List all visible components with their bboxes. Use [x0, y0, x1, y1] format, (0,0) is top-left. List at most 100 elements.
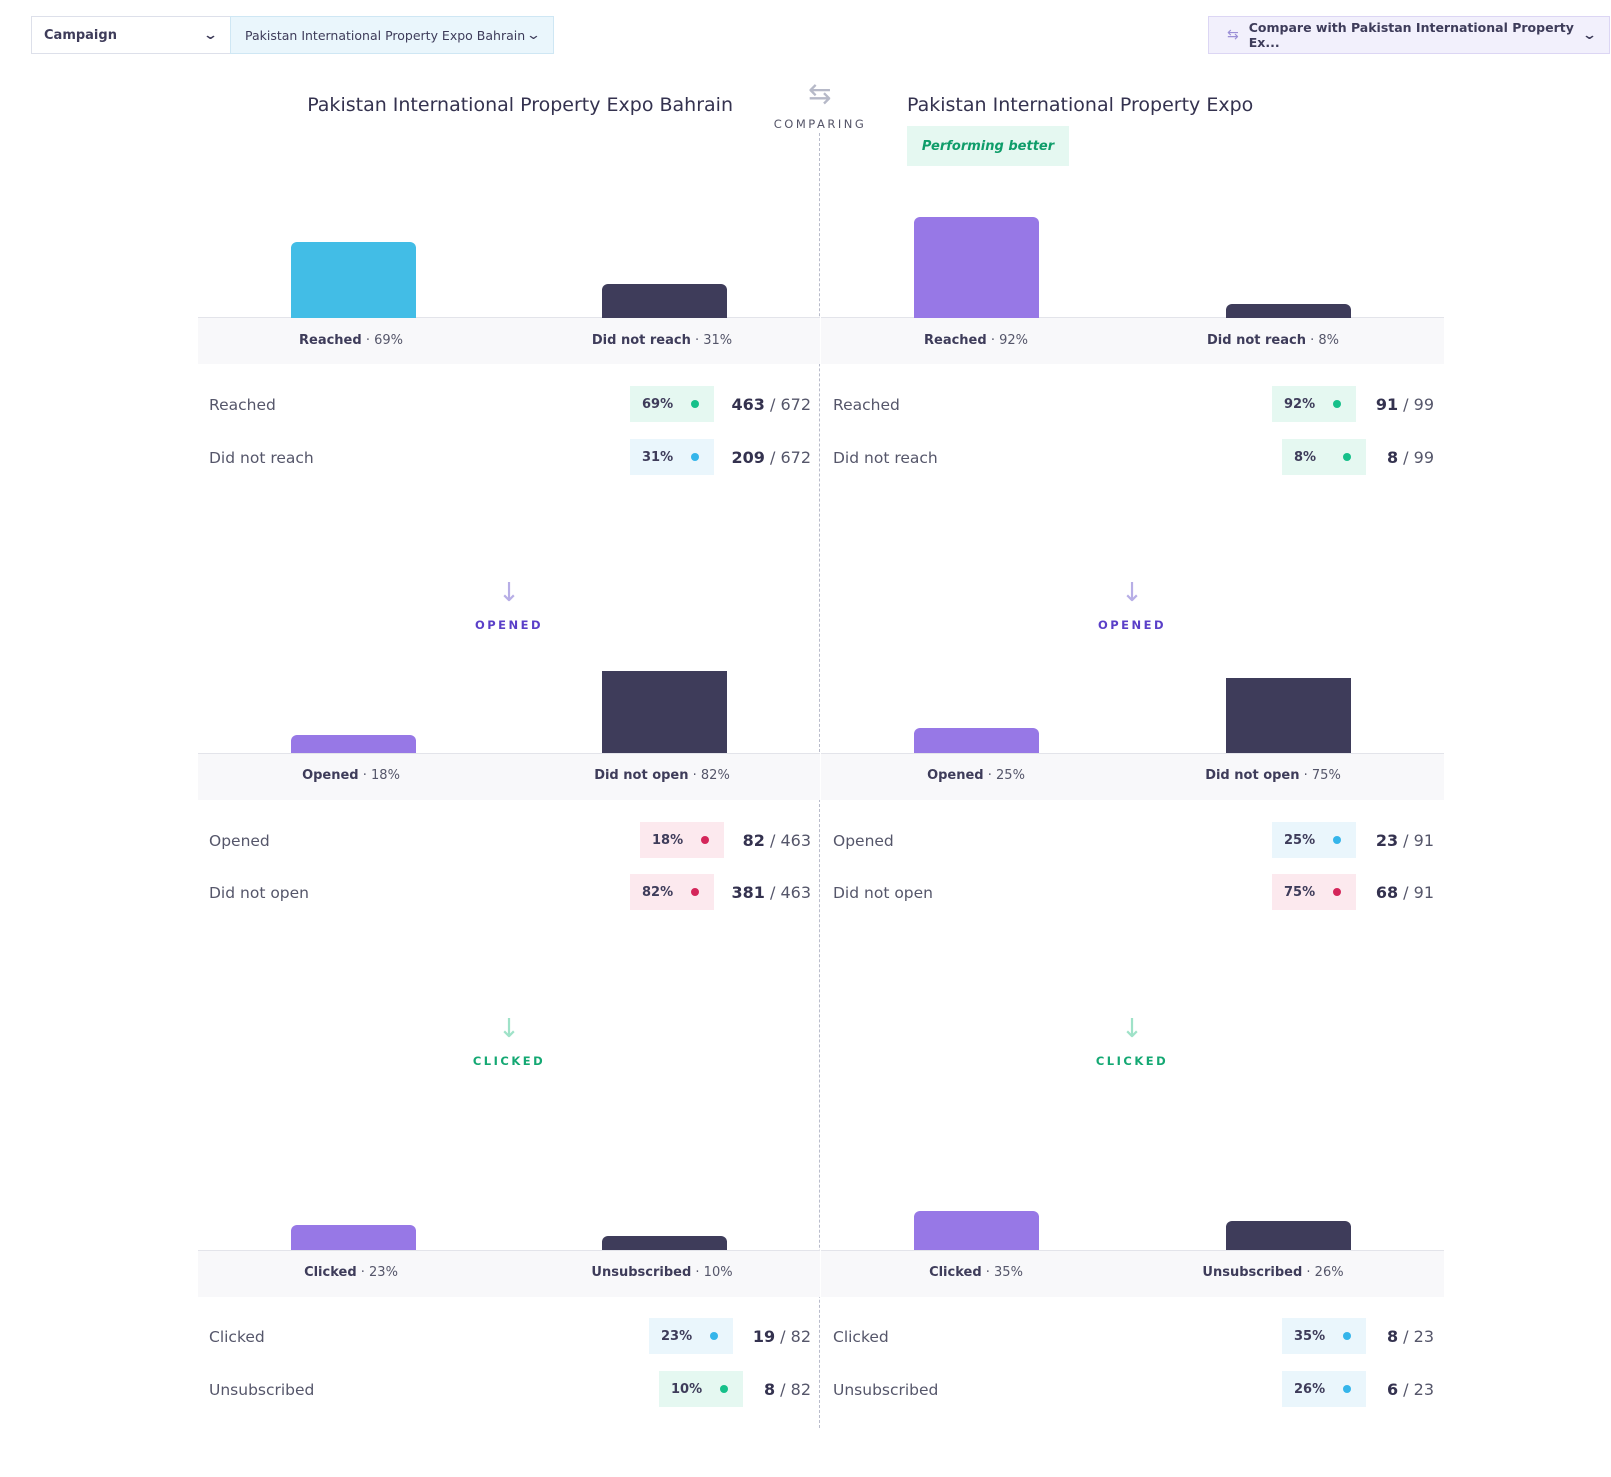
right-delivery-chart-band: [821, 317, 1444, 364]
left-clicked-row-count: 19 / 82: [752, 1327, 811, 1346]
right-delivery-bar-primary: [914, 217, 1039, 318]
left-clicked-row-label: Clicked: [209, 1328, 265, 1346]
left-opened-row-label: Did not open: [209, 884, 310, 902]
right-campaign-title: Pakistan International Property Expo: [907, 94, 1254, 116]
campaign-select-dropdown[interactable]: Pakistan International Property Expo Bah…: [230, 16, 554, 54]
opened-arrow-down-icon: ↓: [498, 578, 520, 608]
right-clicked-chart-band: [821, 1250, 1444, 1297]
right-opened-bar-primary: [914, 728, 1039, 753]
pct-value: 26%: [1294, 1381, 1326, 1397]
left-delivery-row-pct-chip: 31%: [630, 439, 714, 475]
left-opened-bar-primary: [291, 735, 416, 753]
status-dot-icon: [1333, 836, 1341, 844]
pct-value: 69%: [642, 396, 674, 412]
right-delivery-row-count: 8 / 99: [1386, 448, 1434, 467]
chevron-down-icon: ⌄: [1581, 27, 1598, 43]
right-delivery-row-label: Reached: [833, 396, 900, 414]
pct-value: 35%: [1294, 1328, 1326, 1344]
right-clicked-bar-label: Unsubscribed · 26%: [1202, 1265, 1344, 1280]
left-delivery-row-count: 209 / 672: [731, 448, 811, 467]
left-opened-bar-label: Opened · 18%: [302, 768, 400, 783]
left-delivery-bar-label: Did not reach · 31%: [591, 333, 733, 348]
right-clicked-row-label: Clicked: [833, 1328, 889, 1346]
filter-type-value: Campaign: [44, 27, 117, 43]
clicked-stage-heading: CLICKED: [472, 1054, 546, 1068]
left-clicked-row-pct-chip: 23%: [649, 1318, 733, 1354]
left-delivery-bar-primary: [291, 242, 416, 318]
status-dot-icon: [1343, 453, 1351, 461]
pct-value: 10%: [671, 1381, 703, 1397]
right-opened-row-count: 23 / 91: [1375, 831, 1434, 850]
status-dot-icon: [1343, 1332, 1351, 1340]
swap-arrows-icon: ⇆: [1227, 27, 1239, 43]
right-clicked-row-count: 8 / 23: [1386, 1327, 1434, 1346]
right-clicked-row-count: 6 / 23: [1386, 1380, 1434, 1399]
left-delivery-row-count: 463 / 672: [731, 395, 811, 414]
filter-type-dropdown[interactable]: Campaign ⌄: [31, 16, 231, 54]
right-clicked-bar-secondary: [1226, 1221, 1351, 1250]
status-dot-icon: [1333, 888, 1341, 896]
left-opened-row-count: 381 / 463: [731, 883, 811, 902]
left-clicked-row-count: 8 / 82: [763, 1380, 811, 1399]
right-delivery-bar-label: Reached · 92%: [924, 333, 1028, 348]
pct-value: 8%: [1294, 449, 1317, 465]
left-clicked-bar-primary: [291, 1225, 416, 1250]
performing-better-badge: Performing better: [907, 126, 1069, 166]
opened-stage-heading: OPENED: [474, 618, 544, 632]
right-opened-row-count: 68 / 91: [1375, 883, 1434, 902]
left-delivery-row-label: Reached: [209, 396, 276, 414]
selected-campaign-value: Pakistan International Property Expo Bah…: [245, 27, 526, 43]
left-clicked-row-pct-chip: 10%: [659, 1371, 743, 1407]
left-delivery-row-pct-chip: 69%: [630, 386, 714, 422]
pct-value: 82%: [642, 884, 674, 900]
right-opened-bar-label: Did not open · 75%: [1205, 768, 1341, 783]
left-clicked-bar-secondary: [602, 1236, 727, 1250]
right-delivery-row-label: Did not reach: [833, 449, 938, 467]
compare-with-value: Compare with Pakistan International Prop…: [1248, 20, 1574, 50]
left-clicked-chart-band: [198, 1250, 820, 1297]
status-dot-icon: [1333, 400, 1341, 408]
status-dot-icon: [691, 453, 699, 461]
left-delivery-bar-secondary: [602, 284, 727, 318]
comparing-label: COMPARING: [773, 117, 867, 131]
chevron-down-icon: ⌄: [525, 27, 542, 43]
left-delivery-chart-band: [198, 317, 820, 364]
left-campaign-title: Pakistan International Property Expo Bah…: [307, 94, 733, 116]
status-dot-icon: [701, 836, 709, 844]
clicked-stage-heading: CLICKED: [1095, 1054, 1169, 1068]
right-delivery-row-pct-chip: 8%: [1282, 439, 1366, 475]
right-clicked-row-pct-chip: 26%: [1282, 1371, 1366, 1407]
right-delivery-bar-secondary: [1226, 304, 1351, 318]
status-dot-icon: [691, 888, 699, 896]
right-clicked-bar-primary: [914, 1211, 1039, 1250]
clicked-arrow-down-icon: ↓: [1121, 1014, 1143, 1044]
left-clicked-bar-label: Unsubscribed · 10%: [591, 1265, 733, 1280]
status-dot-icon: [710, 1332, 718, 1340]
pct-value: 92%: [1284, 396, 1316, 412]
pct-value: 18%: [652, 832, 684, 848]
compare-with-dropdown[interactable]: ⇆ Compare with Pakistan International Pr…: [1208, 16, 1610, 54]
pct-value: 23%: [661, 1328, 693, 1344]
clicked-arrow-down-icon: ↓: [498, 1014, 520, 1044]
right-opened-row-label: Did not open: [833, 884, 934, 902]
opened-stage-heading: OPENED: [1097, 618, 1167, 632]
left-opened-row-pct-chip: 18%: [640, 822, 724, 858]
right-opened-row-label: Opened: [833, 832, 894, 850]
left-clicked-row-label: Unsubscribed: [209, 1381, 315, 1399]
right-opened-bar-label: Opened · 25%: [927, 768, 1025, 783]
pct-value: 75%: [1284, 884, 1316, 900]
status-dot-icon: [720, 1385, 728, 1393]
right-opened-bar-secondary: [1226, 678, 1351, 753]
swap-arrows-icon: ⇆: [808, 77, 832, 110]
right-opened-row-pct-chip: 75%: [1272, 874, 1356, 910]
left-delivery-row-label: Did not reach: [209, 449, 314, 467]
opened-arrow-down-icon: ↓: [1121, 578, 1143, 608]
right-clicked-bar-label: Clicked · 35%: [929, 1265, 1023, 1280]
left-delivery-bar-label: Reached · 69%: [299, 333, 403, 348]
right-delivery-bar-label: Did not reach · 8%: [1207, 333, 1339, 348]
left-opened-chart-band: [198, 753, 820, 800]
left-opened-bar-secondary: [602, 671, 727, 753]
right-opened-chart-band: [821, 753, 1444, 800]
right-opened-row-pct-chip: 25%: [1272, 822, 1356, 858]
chevron-down-icon: ⌄: [202, 27, 219, 43]
